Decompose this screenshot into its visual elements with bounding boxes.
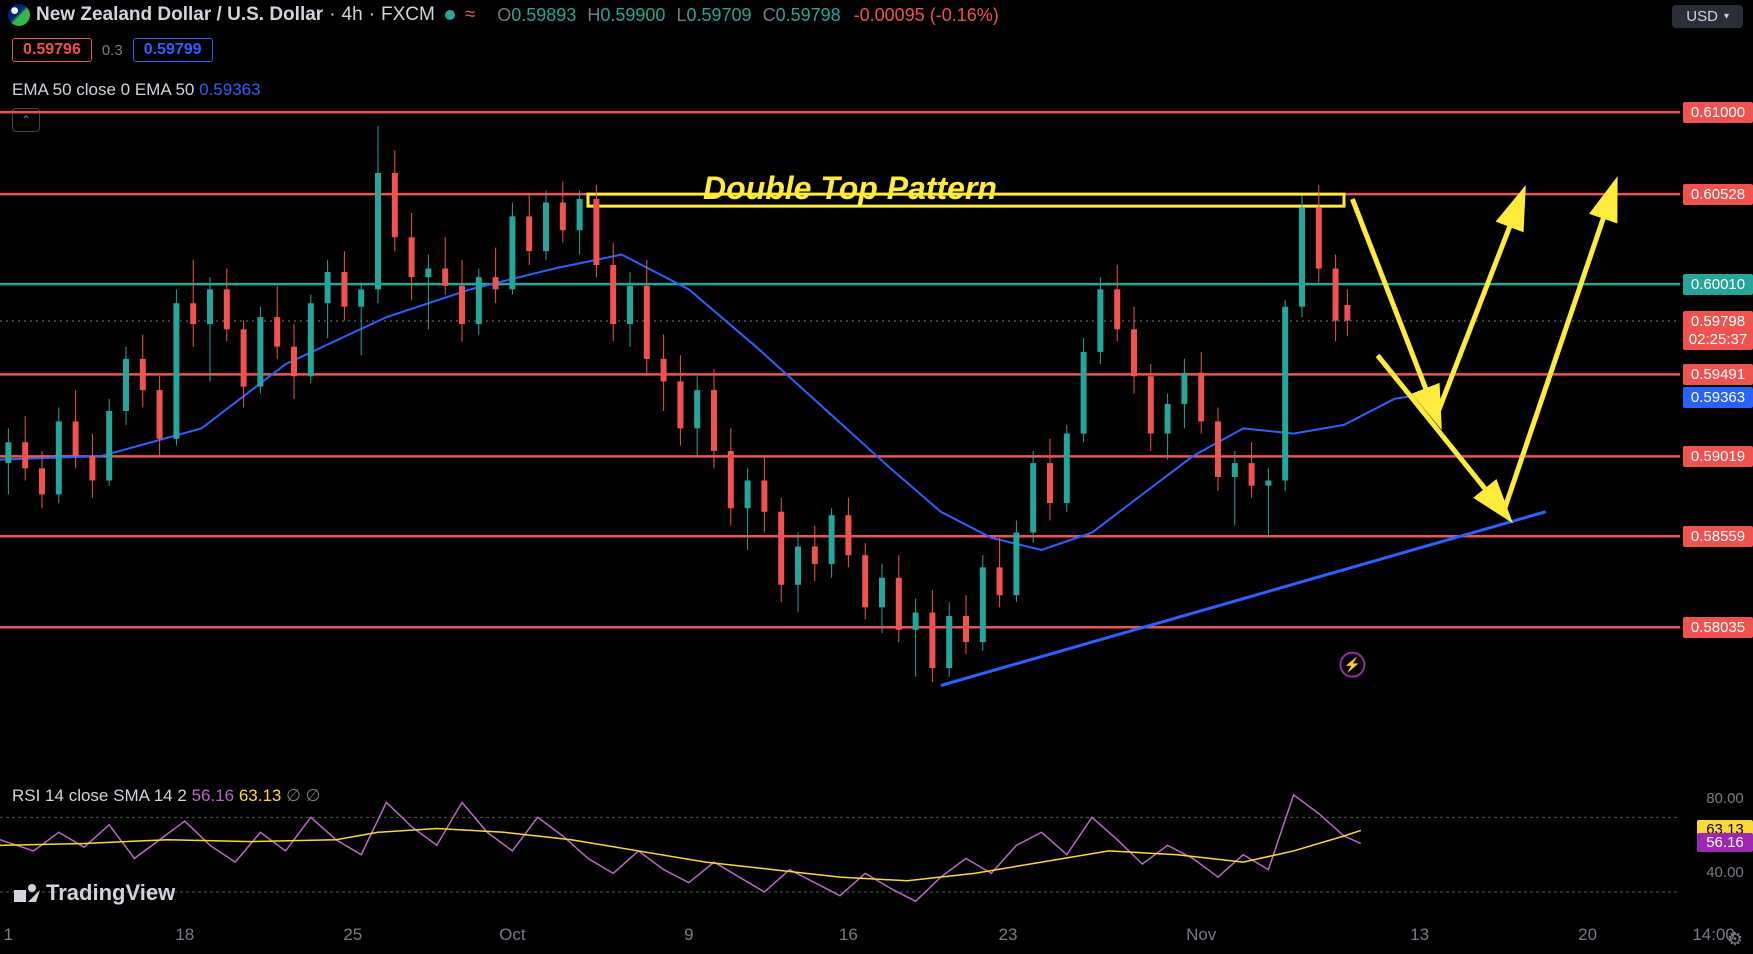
time-tick: Oct xyxy=(499,925,525,945)
svg-text:⚡: ⚡ xyxy=(1344,657,1361,674)
price-tag: 0.58035 xyxy=(1683,617,1753,638)
ask-box[interactable]: 0.59799 xyxy=(133,38,213,62)
tradingview-logo: TradingView xyxy=(14,880,175,906)
market-status-icon xyxy=(445,10,455,20)
symbol-title[interactable]: New Zealand Dollar / U.S. Dollar xyxy=(36,4,323,26)
rsi-value-tag: 56.16 xyxy=(1697,833,1753,852)
rsi-value-2: 63.13 xyxy=(239,786,282,805)
rsi-axis[interactable]: 80.0040.0063.1356.16 xyxy=(1681,780,1753,920)
ohlc-readout: O0.59893 H0.59900 L0.59709 C0.59798 -0.0… xyxy=(491,5,999,26)
price-tag: 0.61000 xyxy=(1683,102,1753,123)
broker-label: FXCM xyxy=(381,4,435,26)
price-tag: 0.60528 xyxy=(1683,184,1753,205)
settings-icon[interactable]: ⚙ xyxy=(1727,929,1743,950)
rsi-null-1: ∅ xyxy=(286,786,301,805)
time-tick: Nov xyxy=(1186,925,1216,945)
currency-selector[interactable]: USD xyxy=(1672,5,1743,28)
price-axis[interactable]: 0.610000.605280.600100.5979802:25:370.59… xyxy=(1681,60,1753,755)
bid-box[interactable]: 0.59796 xyxy=(12,38,92,62)
symbol-flag-icon xyxy=(8,4,30,26)
dot-sep: · xyxy=(329,4,335,26)
price-chart[interactable]: ⚡ xyxy=(0,60,1680,755)
price-tag: 0.60010 xyxy=(1683,274,1753,295)
time-tick: 18 xyxy=(175,925,194,945)
countdown-tag: 02:25:37 xyxy=(1683,329,1753,350)
rsi-null-2: ∅ xyxy=(306,786,321,805)
time-tick: 9 xyxy=(684,925,693,945)
price-tag: 0.58559 xyxy=(1683,526,1753,547)
price-tag: 0.59491 xyxy=(1683,364,1753,385)
dot-sep: · xyxy=(369,4,375,26)
spread-label: 0.3 xyxy=(102,42,123,59)
time-tick: 20 xyxy=(1578,925,1597,945)
time-tick: 25 xyxy=(343,925,362,945)
time-tick: 23 xyxy=(999,925,1018,945)
rsi-value-1: 56.16 xyxy=(192,786,235,805)
pattern-annotation-label: Double Top Pattern xyxy=(703,170,997,207)
time-tick: 1 xyxy=(4,925,13,945)
chart-header: New Zealand Dollar / U.S. Dollar · 4h · … xyxy=(0,0,1753,30)
rsi-tick: 80.00 xyxy=(1697,789,1753,808)
bid-ask-boxes: 0.59796 0.3 0.59799 xyxy=(12,38,213,62)
price-tag: 0.59019 xyxy=(1683,446,1753,467)
rsi-tick: 40.00 xyxy=(1697,863,1753,882)
rsi-label: RSI 14 close SMA 14 2 xyxy=(12,786,187,805)
approx-icon: ≈ xyxy=(465,4,475,26)
rsi-legend[interactable]: RSI 14 close SMA 14 2 56.16 63.13 ∅ ∅ xyxy=(12,786,320,806)
interval-label[interactable]: 4h xyxy=(342,4,363,26)
time-tick: 13 xyxy=(1410,925,1429,945)
time-axis[interactable]: 11825Oct91623Nov132014:00 xyxy=(0,925,1680,951)
price-tag: 0.59363 xyxy=(1683,387,1753,408)
time-tick: 16 xyxy=(839,925,858,945)
